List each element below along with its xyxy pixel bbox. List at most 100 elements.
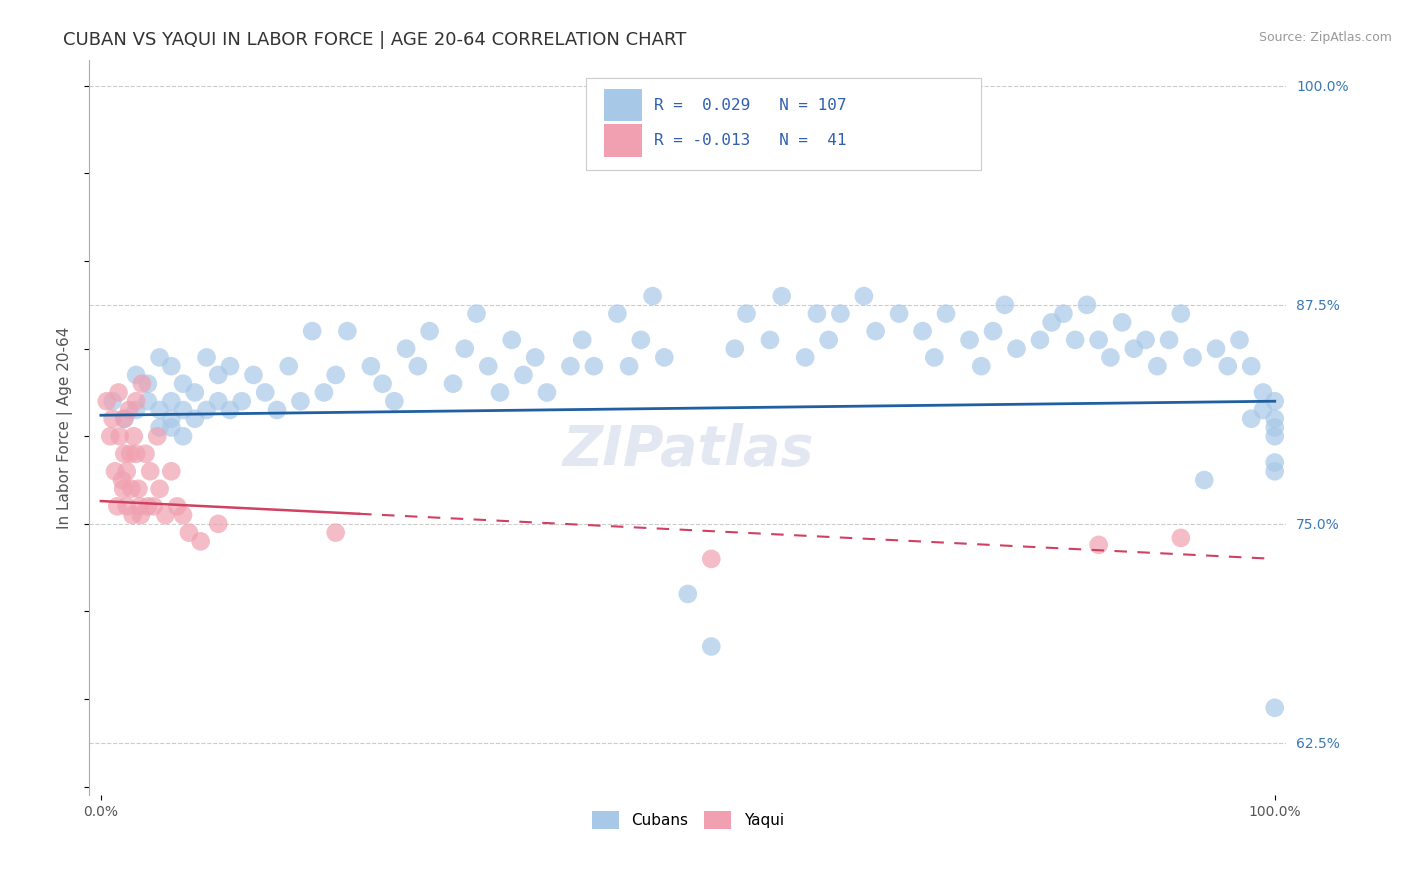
Point — [371, 376, 394, 391]
Point — [606, 307, 628, 321]
Point — [160, 420, 183, 434]
Point — [865, 324, 887, 338]
Point — [735, 307, 758, 321]
Point — [195, 351, 218, 365]
Point — [101, 411, 124, 425]
FancyBboxPatch shape — [605, 89, 643, 121]
Point — [489, 385, 512, 400]
Point — [1170, 531, 1192, 545]
Point — [536, 385, 558, 400]
Point — [112, 411, 135, 425]
Point — [107, 385, 129, 400]
Point — [177, 525, 200, 540]
Point — [301, 324, 323, 338]
Point — [111, 473, 134, 487]
Point — [207, 516, 229, 531]
Point — [770, 289, 793, 303]
Point — [911, 324, 934, 338]
Point — [129, 508, 152, 522]
Point — [560, 359, 582, 374]
Point — [120, 482, 142, 496]
Point — [360, 359, 382, 374]
Point — [1087, 538, 1109, 552]
Point — [207, 394, 229, 409]
Point — [441, 376, 464, 391]
Point — [852, 289, 875, 303]
Point — [98, 429, 121, 443]
Point — [1240, 359, 1263, 374]
Point — [1170, 307, 1192, 321]
Point — [1146, 359, 1168, 374]
Point — [104, 464, 127, 478]
Point — [1264, 464, 1286, 478]
Point — [219, 359, 242, 374]
Point — [105, 500, 128, 514]
Point — [1264, 394, 1286, 409]
Text: ZIPatlas: ZIPatlas — [562, 423, 814, 476]
Y-axis label: In Labor Force | Age 20-64: In Labor Force | Age 20-64 — [58, 326, 73, 529]
Point — [994, 298, 1017, 312]
Point — [1181, 351, 1204, 365]
Point — [1029, 333, 1052, 347]
Point — [1005, 342, 1028, 356]
Point — [96, 394, 118, 409]
Point — [1157, 333, 1180, 347]
Point — [195, 403, 218, 417]
Point — [1052, 307, 1074, 321]
Point — [1264, 411, 1286, 425]
Point — [136, 394, 159, 409]
Point — [794, 351, 817, 365]
Point — [160, 359, 183, 374]
Point — [924, 351, 946, 365]
Point — [112, 482, 135, 496]
Point — [127, 482, 149, 496]
Point — [676, 587, 699, 601]
Point — [115, 464, 138, 478]
Point — [700, 640, 723, 654]
Point — [172, 429, 194, 443]
Point — [1251, 385, 1274, 400]
Point — [149, 420, 172, 434]
Point — [146, 429, 169, 443]
Point — [108, 429, 131, 443]
Point — [724, 342, 747, 356]
Point — [512, 368, 534, 382]
Point — [231, 394, 253, 409]
Point — [101, 394, 124, 409]
Point — [1194, 473, 1216, 487]
Point — [1251, 403, 1274, 417]
Point — [142, 500, 165, 514]
Point — [325, 525, 347, 540]
Point — [1264, 420, 1286, 434]
Point — [254, 385, 277, 400]
Point — [134, 447, 156, 461]
Point — [118, 403, 141, 417]
Point — [128, 500, 150, 514]
Point — [1076, 298, 1098, 312]
Text: Source: ZipAtlas.com: Source: ZipAtlas.com — [1258, 31, 1392, 45]
Point — [312, 385, 335, 400]
Point — [935, 307, 957, 321]
Point — [959, 333, 981, 347]
Point — [139, 464, 162, 478]
Point — [131, 376, 153, 391]
Point — [172, 376, 194, 391]
Point — [1111, 315, 1133, 329]
Point — [166, 500, 188, 514]
Point — [277, 359, 299, 374]
Point — [830, 307, 852, 321]
Point — [817, 333, 839, 347]
Point — [419, 324, 441, 338]
Point — [149, 351, 172, 365]
Point — [172, 403, 194, 417]
Text: R = -0.013   N =  41: R = -0.013 N = 41 — [654, 133, 846, 148]
Point — [190, 534, 212, 549]
Point — [125, 403, 148, 417]
Point — [1087, 333, 1109, 347]
Point — [654, 351, 676, 365]
Point — [617, 359, 640, 374]
Point — [1205, 342, 1227, 356]
Point — [125, 394, 148, 409]
Point — [121, 508, 143, 522]
Point — [571, 333, 593, 347]
